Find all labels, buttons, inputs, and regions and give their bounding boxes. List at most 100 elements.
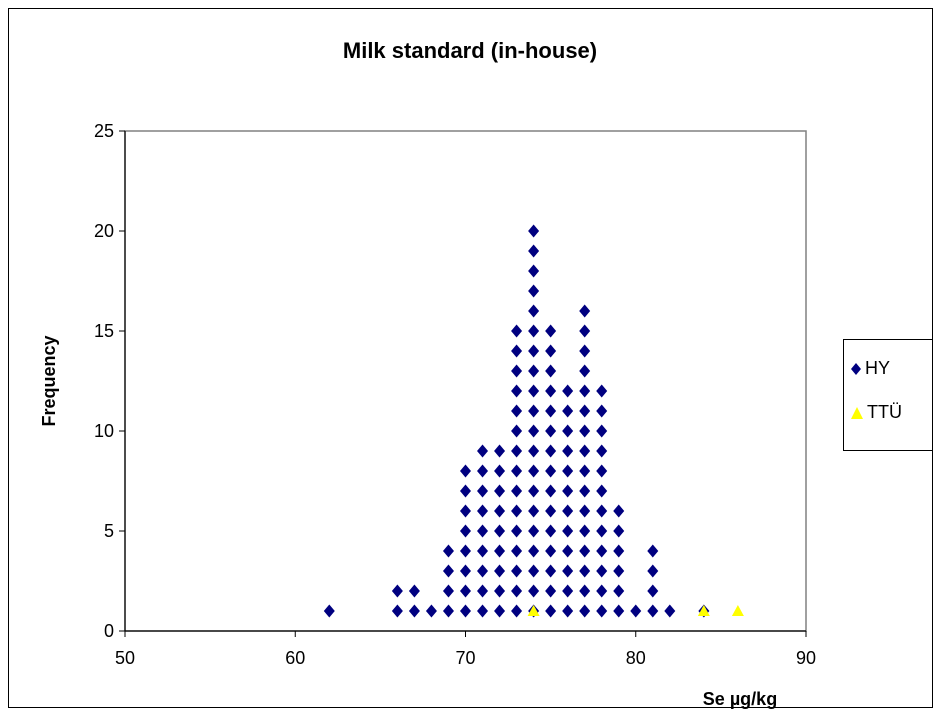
data-point-hy — [613, 584, 625, 598]
data-point-hy — [562, 424, 574, 438]
data-point-hy — [647, 564, 659, 578]
data-point-hy — [528, 464, 540, 478]
data-point-hy — [494, 604, 506, 618]
data-point-hy — [408, 604, 420, 618]
data-point-hy — [596, 544, 608, 558]
data-point-hy — [511, 584, 523, 598]
data-point-hy — [664, 604, 676, 618]
data-point-hy — [545, 484, 557, 498]
data-marks — [323, 224, 744, 618]
data-point-hy — [494, 564, 506, 578]
data-point-hy — [579, 504, 591, 518]
y-tick-label: 5 — [104, 521, 114, 541]
data-point-hy — [596, 424, 608, 438]
data-point-hy — [528, 344, 540, 358]
data-point-hy — [511, 484, 523, 498]
x-tick-label: 50 — [115, 648, 135, 668]
data-point-hy — [579, 404, 591, 418]
data-point-hy — [323, 604, 335, 618]
data-point-hy — [579, 544, 591, 558]
data-point-hy — [613, 524, 625, 538]
data-point-ttu — [697, 605, 710, 616]
data-point-hy — [477, 464, 489, 478]
data-point-hy — [528, 484, 540, 498]
data-point-hy — [528, 264, 540, 278]
x-axis: 50 60 70 80 90 — [115, 630, 816, 668]
data-point-hy — [579, 464, 591, 478]
data-point-hy — [511, 504, 523, 518]
data-point-hy — [596, 504, 608, 518]
legend-marker-triangle — [851, 406, 863, 419]
data-point-ttu — [527, 605, 540, 616]
data-point-hy — [562, 524, 574, 538]
data-point-hy — [579, 604, 591, 618]
data-point-hy — [511, 464, 523, 478]
data-point-hy — [477, 484, 489, 498]
data-point-hy — [511, 444, 523, 458]
data-point-hy — [460, 504, 471, 518]
x-axis-title: Se µg/kg — [703, 689, 777, 709]
data-point-hy — [596, 604, 608, 618]
data-point-hy — [647, 584, 659, 598]
legend-label-ttu: TTÜ — [867, 402, 902, 422]
data-point-hy — [477, 564, 489, 578]
data-point-hy — [460, 604, 471, 618]
data-point-hy — [562, 504, 574, 518]
data-point-hy — [545, 564, 557, 578]
data-point-hy — [579, 324, 591, 338]
data-point-hy — [460, 464, 471, 478]
data-point-hy — [562, 564, 574, 578]
data-point-hy — [545, 384, 557, 398]
data-point-hy — [545, 544, 557, 558]
data-point-hy — [545, 584, 557, 598]
chart-legend: HY TTÜ — [843, 339, 933, 451]
data-point-hy — [613, 564, 625, 578]
data-point-hy — [460, 484, 471, 498]
data-point-hy — [579, 444, 591, 458]
data-point-hy — [613, 504, 625, 518]
data-point-hy — [460, 584, 471, 598]
data-point-hy — [545, 464, 557, 478]
y-axis-title: Frequency — [39, 335, 59, 426]
data-point-hy — [596, 484, 608, 498]
data-point-hy — [528, 364, 540, 378]
data-point-hy — [528, 504, 540, 518]
data-point-hy — [494, 524, 506, 538]
data-point-hy — [613, 604, 625, 618]
data-point-hy — [528, 404, 540, 418]
y-tick-label: 10 — [94, 421, 114, 441]
data-point-hy — [511, 564, 523, 578]
legend-marker-diamond — [851, 362, 861, 375]
y-tick-label: 0 — [104, 621, 114, 641]
data-point-hy — [477, 604, 489, 618]
data-point-hy — [477, 444, 489, 458]
data-point-hy — [442, 604, 454, 618]
chart-title: Milk standard (in-house) — [343, 38, 597, 63]
data-point-hy — [562, 604, 574, 618]
data-point-hy — [579, 304, 591, 318]
data-point-hy — [391, 604, 403, 618]
x-tick-label: 80 — [626, 648, 646, 668]
data-point-hy — [460, 544, 471, 558]
y-tick-label: 15 — [94, 321, 114, 341]
data-point-hy — [511, 544, 523, 558]
data-point-hy — [596, 464, 608, 478]
data-point-hy — [545, 344, 557, 358]
data-point-hy — [511, 344, 523, 358]
data-point-hy — [545, 504, 557, 518]
data-point-hy — [494, 544, 506, 558]
data-point-hy — [579, 564, 591, 578]
data-point-hy — [579, 584, 591, 598]
data-point-hy — [460, 564, 471, 578]
data-point-hy — [545, 324, 557, 338]
y-tick-label: 20 — [94, 221, 114, 241]
data-point-hy — [579, 424, 591, 438]
data-point-hy — [545, 424, 557, 438]
data-point-hy — [596, 584, 608, 598]
data-point-hy — [477, 504, 489, 518]
data-point-hy — [528, 584, 540, 598]
data-point-hy — [613, 544, 625, 558]
data-point-hy — [408, 584, 420, 598]
data-point-hy — [528, 524, 540, 538]
